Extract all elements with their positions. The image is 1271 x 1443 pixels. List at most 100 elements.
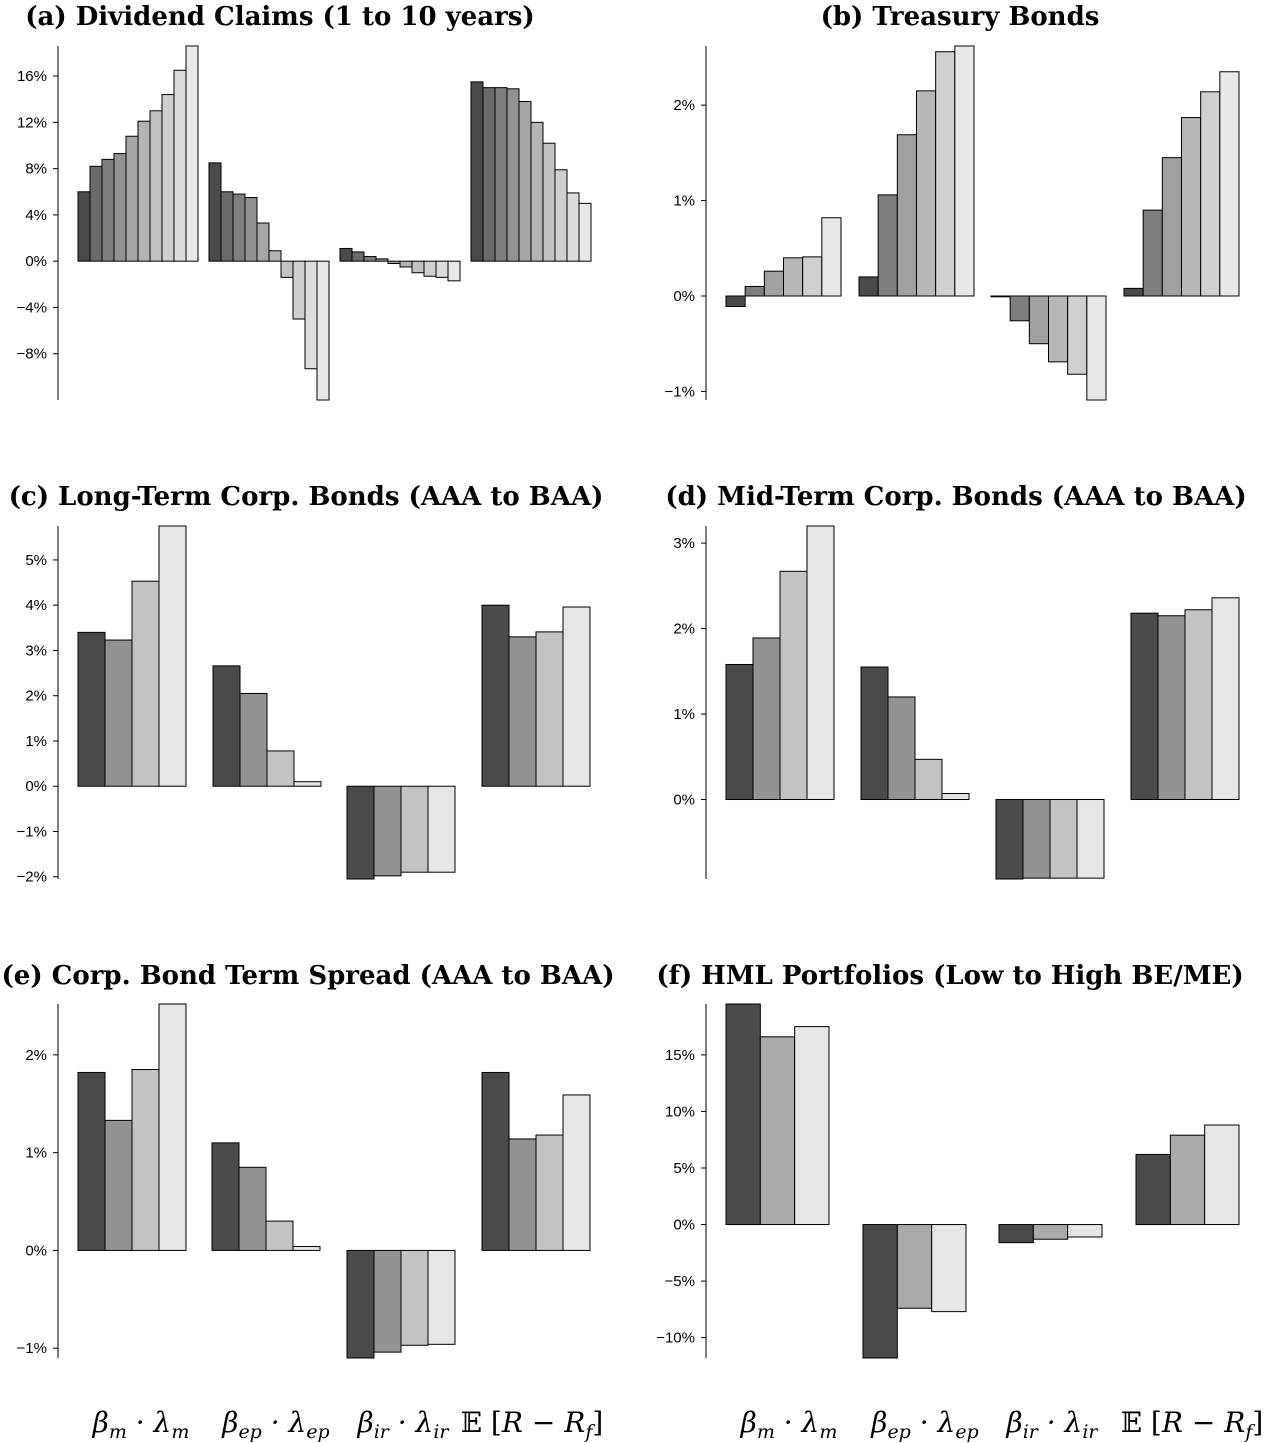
bar [1157,615,1186,801]
panel-title: (f) HML Portfolios (Low to High BE/ME) [656,961,1243,991]
bar [1076,799,1105,879]
y-tick-label: 0% [673,1217,695,1234]
bar [427,1249,456,1345]
y-tick-label: 16% [17,68,47,85]
bar [411,260,425,274]
bar [752,637,781,801]
bar [802,256,823,297]
bar [304,260,318,370]
bar [244,197,258,262]
bar [316,260,330,401]
bar [101,158,115,262]
panel-a: (a) Dividend Claims (1 to 10 years) 16% 12… [17,2,592,401]
bar [1204,1124,1240,1226]
bar [232,193,246,262]
bar [1184,609,1213,801]
y-tick-label: 5% [25,552,47,569]
y-tick-label: 1% [25,1145,47,1162]
bar [400,785,429,873]
y-tick-label: 5% [673,1160,695,1177]
bar [931,1224,967,1313]
panels: (a) Dividend Claims (1 to 10 years) 16% 12… [1,2,1247,1359]
panel-title: (a) Dividend Claims (1 to 10 years) [25,2,534,32]
bar [990,295,1011,298]
bar [542,142,556,262]
panel-b: (b) Treasury Bonds 2% 1% 0% −1% [665,2,1240,401]
bar [1169,1134,1206,1226]
bar [806,525,835,801]
bar [268,250,282,262]
panel-c: (c) Long-Term Corp. Bonds (AAA to BAA) 5%… [9,482,604,886]
bar [725,1003,761,1226]
y-tick-label: 0% [673,288,695,305]
bar [725,663,754,801]
bar [447,260,461,282]
bar [1211,597,1240,801]
y-tick-label: 3% [673,535,695,552]
bar [238,1166,267,1251]
bar [125,135,139,262]
bar [998,1224,1034,1244]
bar [779,570,808,801]
bar [896,1224,933,1309]
bar [346,785,375,880]
bar [481,1071,510,1251]
y-tick-label: −1% [17,1340,47,1357]
bar [104,1119,133,1251]
y-tick-label: 2% [673,621,695,638]
y-tick-label: 8% [25,161,47,178]
bar [149,110,163,262]
y-tick-label: 2% [25,1047,47,1064]
bar [77,191,91,262]
bar [375,258,389,262]
y-tick-label: 15% [665,1047,695,1064]
bar [423,260,437,277]
bar [173,69,187,262]
bar [280,260,294,278]
bar [131,580,160,787]
bar [821,217,842,297]
panel-title: (e) Corp. Bond Term Spread (AAA to BAA) [1,961,614,991]
bar [1086,295,1107,401]
y-tick-label: 4% [25,597,47,614]
bar [158,1003,187,1251]
bar [877,194,898,297]
bar [1181,117,1202,297]
y-tick-label: 0% [673,792,695,809]
x-axis-labels-left: βm · λm βep · λep βir · λir 𝔼 [R − Rf] [92,1406,604,1443]
bar [1200,91,1221,297]
bar [104,639,133,787]
x-axis-labels-right: βm · λm βep · λep βir · λir 𝔼 [R − Rf] [740,1406,1264,1443]
bar [1067,1224,1103,1238]
bar [759,1036,796,1226]
y-tick-label: −8% [17,346,47,363]
y-tick-label: −5% [665,1273,695,1290]
y-tick-label: 12% [17,114,47,131]
bar [1142,209,1163,297]
bar [1067,295,1088,375]
y-tick-label: 1% [673,193,695,210]
y-tick-label: −2% [17,869,47,886]
bar [941,793,970,801]
bar [530,121,544,262]
panel-title: (d) Mid-Term Corp. Bonds (AAA to BAA) [665,482,1246,512]
bar [292,1246,321,1251]
bar [158,525,187,787]
bar [914,758,943,801]
bar [518,101,532,262]
bar [535,1134,564,1251]
bar [916,90,937,297]
bar [239,692,268,787]
bar [1032,1224,1069,1240]
bar [373,1249,402,1353]
y-tick-label: 3% [25,642,47,659]
bar [435,260,449,278]
bar [220,191,234,262]
x-category-label: βir · λir [1006,1406,1100,1443]
bar [744,285,765,297]
bar [351,251,365,262]
y-tick-label: −1% [665,383,695,400]
bar [161,94,175,262]
x-category-label: βep · λep [870,1406,978,1443]
bar [185,45,199,262]
